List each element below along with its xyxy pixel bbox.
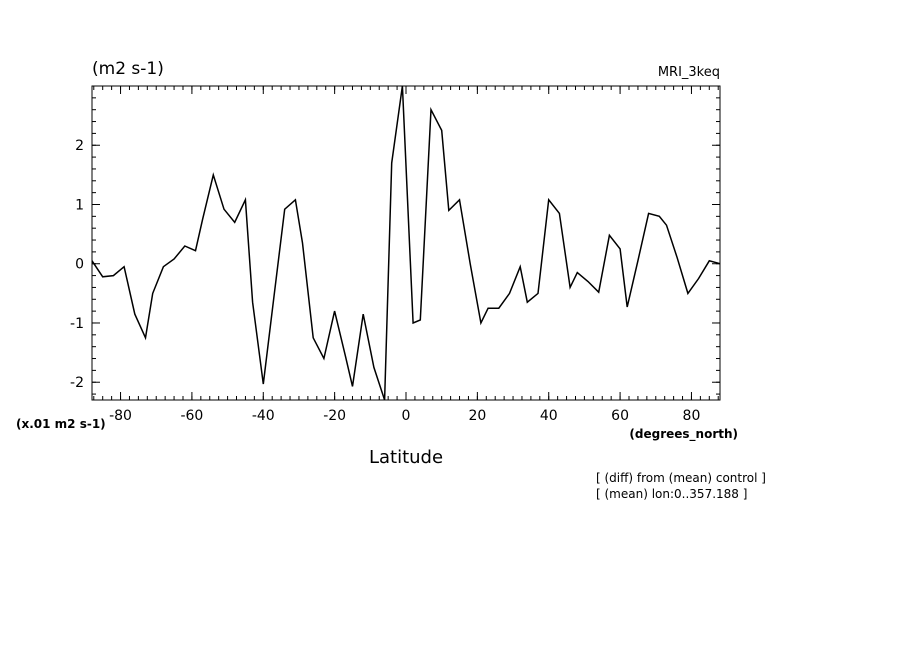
x-tick-label: 40 (540, 408, 558, 424)
note-diff: [ (diff) from (mean) control ] (596, 471, 766, 485)
x-tick-label: 60 (611, 408, 629, 424)
y-tick-label: 1 (75, 197, 84, 213)
series-line (91, 85, 721, 401)
y-axis: -2 -1 0 1 2 (70, 138, 720, 391)
y-tick-label: 0 (75, 257, 84, 273)
x-tick-label: 20 (468, 408, 486, 424)
y-tick-label: 2 (75, 138, 84, 154)
x-tick-label: -60 (180, 408, 203, 424)
minor-ticks (92, 86, 720, 400)
x-tick-label: 80 (683, 408, 701, 424)
y-scale-note: (x.01 m2 s-1) (16, 417, 106, 431)
chart-title-units: (m2 s-1) (92, 59, 164, 79)
x-axis: -80 -60 -40 -20 0 20 40 60 80 (109, 86, 700, 424)
y-tick-label: -1 (70, 316, 84, 332)
data-points (91, 85, 721, 401)
x-tick-label: -80 (109, 408, 132, 424)
x-tick-label: -20 (323, 408, 346, 424)
chart-title-model: MRI_3keq (658, 65, 720, 80)
x-tick-label: 0 (402, 408, 411, 424)
x-axis-label: Latitude (369, 447, 443, 468)
y-tick-label: -2 (70, 375, 84, 391)
plot-frame (91, 85, 721, 401)
note-mean: [ (mean) lon:0..357.188 ] (596, 487, 747, 501)
x-tick-label: -40 (252, 408, 275, 424)
x-units-label: (degrees_north) (629, 427, 738, 442)
